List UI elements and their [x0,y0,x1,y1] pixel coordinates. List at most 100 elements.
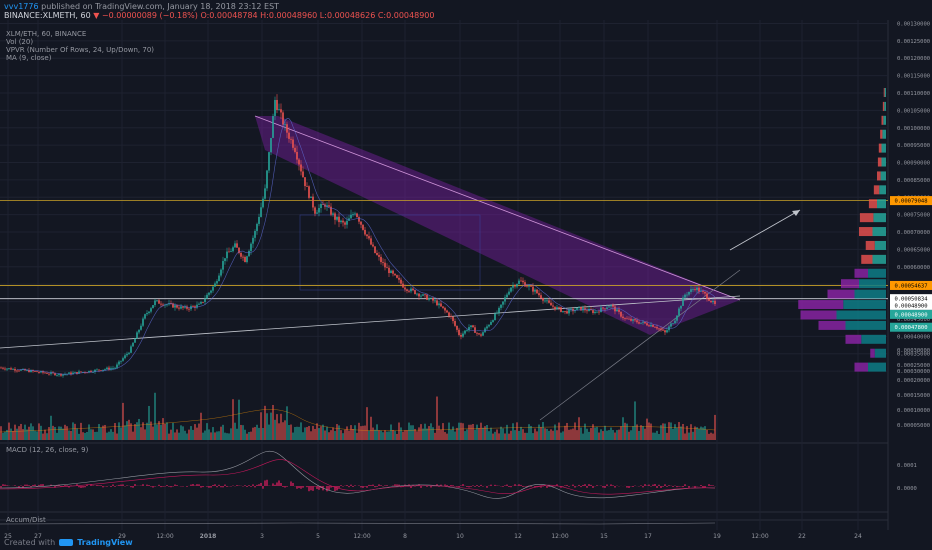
volume-bar [348,430,350,440]
candle-body [346,220,348,225]
candle-body [144,314,146,319]
volume-bar [600,429,602,440]
volume-bar [192,429,194,440]
macd-bar [296,486,298,489]
ma-line[interactable] [16,118,716,375]
macd-bar [38,484,40,486]
candle-body [298,159,300,165]
candle-body [322,204,324,205]
candle-body [526,286,528,288]
volume-bar [118,422,120,440]
candle-body [376,252,378,255]
candle-body [652,324,654,327]
change-value: ▼ −0.00000089 (−0.18%) [93,11,198,20]
macd-bar [582,484,584,486]
candle-body [266,170,268,189]
candle-body [712,300,714,303]
candle-body [420,295,422,297]
macd-bar [444,484,446,486]
author-link[interactable]: vvv1776 [4,2,39,11]
candle-body [368,236,370,239]
volume-bar [552,430,554,440]
candle-body [520,280,522,282]
symbol-label[interactable]: BINANCE:XLMETH, 60 [4,11,91,20]
volume-bar [342,433,344,440]
brand-label[interactable]: TradingView [77,538,133,547]
projection-arrow[interactable] [729,209,801,251]
range-box[interactable] [299,214,481,291]
candle-body [586,310,588,312]
volume-bar [200,412,202,440]
volume-bar [398,422,400,440]
volume-bar [608,430,610,440]
volume-bar [540,427,542,440]
volume-bar [662,423,664,440]
volume-bar [428,426,430,440]
volume-bar [140,427,142,440]
volume-bar [474,429,476,440]
candle-body [658,328,660,330]
macd-bar [644,484,646,486]
volume-bar [196,427,198,440]
vpvr-up-bar [884,88,886,97]
volume-bar [38,423,40,440]
candles[interactable] [0,94,716,378]
indicator-vpvr[interactable]: VPVR (Number Of Rows, 24, Up/Down, 70) [6,46,155,54]
candle-body [94,369,96,372]
candle-body [262,198,264,208]
trendline[interactable] [0,295,741,349]
candle-body [438,303,440,306]
indicator-macd[interactable]: MACD (12, 26, close, 9) [6,446,89,454]
candle-body [686,294,688,296]
macd-bar [310,486,312,491]
trendline[interactable] [254,115,741,301]
candle-body [90,370,92,372]
candle-body [238,247,240,253]
volume-bar [88,424,90,440]
y-tick-label: 0.00120000 [897,56,930,62]
volume-bar [244,429,246,440]
macd-bar [380,485,382,486]
indicator-ma[interactable]: MA (9, close) [6,54,52,62]
price-tag-label: 0.00047800 [894,325,927,331]
y-tick-label: 0.00130000 [897,21,930,27]
volume-bar [632,426,634,440]
candle-body [358,217,360,222]
vpvr-up-bar [874,348,886,358]
candle-body [178,307,180,309]
volume-bar [100,427,102,440]
macd-bar [286,486,288,487]
volume-bar [602,431,604,440]
vpvr-up-bar [872,254,886,264]
macd-bar [584,484,586,486]
volume-bar [62,428,64,440]
macd-bar [40,484,42,486]
volume-bar [460,422,462,440]
candle-body [132,342,134,347]
indicator-accum[interactable]: Accum/Dist [6,516,46,524]
candle-body [234,243,236,248]
volume-bar [338,425,340,440]
price-channel[interactable] [255,116,740,335]
volume-bar [270,412,272,440]
x-tick-label: 8 [403,533,407,540]
macd-bar [82,486,84,488]
volume-bar [422,428,424,440]
macd-bar [210,486,212,488]
candle-body [58,373,60,375]
macd-bar [214,484,216,486]
candle-body [360,221,362,225]
candle-body [14,368,16,371]
volume-bar [186,433,188,440]
volume-bar [260,412,262,440]
macd-bar [208,486,210,488]
volume-bar [462,423,464,440]
candle-body [208,292,210,295]
indicator-vol[interactable]: Vol (20) [6,38,34,46]
candle-body [618,309,620,312]
candle-body [548,300,550,303]
volume-bar [288,425,290,440]
macd-bar [564,485,566,486]
candle-body [274,99,276,117]
